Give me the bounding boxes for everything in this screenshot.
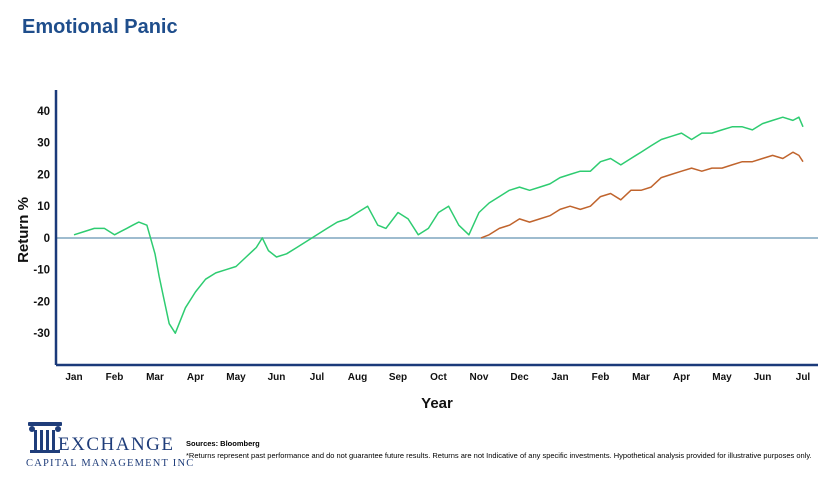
x-tick-label: Apr	[673, 372, 690, 383]
x-tick-label: Apr	[187, 372, 204, 383]
y-tick-label: 30	[37, 138, 50, 150]
x-tick-label: Jul	[796, 372, 811, 383]
x-tick-label: May	[226, 372, 246, 383]
x-tick-label: Jan	[65, 372, 82, 383]
line-chart: 40 30 20 10 0 -10 -20 -30 Jan Feb Mar Apr May Jun Jul A…	[15, 90, 818, 412]
x-tick-label: Jul	[310, 372, 325, 383]
y-axis-label: Return %	[15, 197, 32, 263]
x-tick-label: Jan	[551, 372, 568, 383]
y-tick-label: -30	[33, 328, 50, 340]
x-tick-label: Jun	[754, 372, 772, 383]
logo-subtitle: CAPITAL MANAGEMENT INC	[26, 458, 195, 469]
x-tick-label: Nov	[470, 372, 489, 383]
x-tick-label: Aug	[348, 372, 367, 383]
logo-name: EXCHANGE	[58, 434, 175, 455]
exchange-logo-icon	[28, 422, 62, 453]
y-tick-label: -20	[33, 296, 50, 308]
sources-note: Sources: Bloomberg	[186, 439, 260, 448]
series-line-2	[480, 151, 804, 239]
y-tick-label: -10	[33, 265, 50, 277]
x-tick-label: Feb	[106, 372, 124, 383]
x-tick-label: Dec	[510, 372, 529, 383]
x-tick-label: May	[712, 372, 732, 383]
x-tick-label: Feb	[592, 372, 610, 383]
y-tick-label: 20	[37, 169, 50, 181]
y-tick-label: 40	[37, 106, 50, 118]
disclaimer-note: *Returns represent past performance and …	[186, 451, 812, 460]
x-tick-label: Mar	[632, 372, 650, 383]
x-tick-label: Sep	[389, 372, 407, 383]
x-tick-label: Oct	[430, 372, 447, 383]
x-tick-label: Mar	[146, 372, 164, 383]
y-tick-label: 0	[44, 233, 50, 245]
x-tick-label: Jun	[268, 372, 286, 383]
chart-title: Emotional Panic	[22, 16, 178, 38]
y-tick-label: 10	[37, 201, 50, 213]
series-line-1	[73, 116, 804, 334]
x-axis-label: Year	[421, 395, 453, 412]
